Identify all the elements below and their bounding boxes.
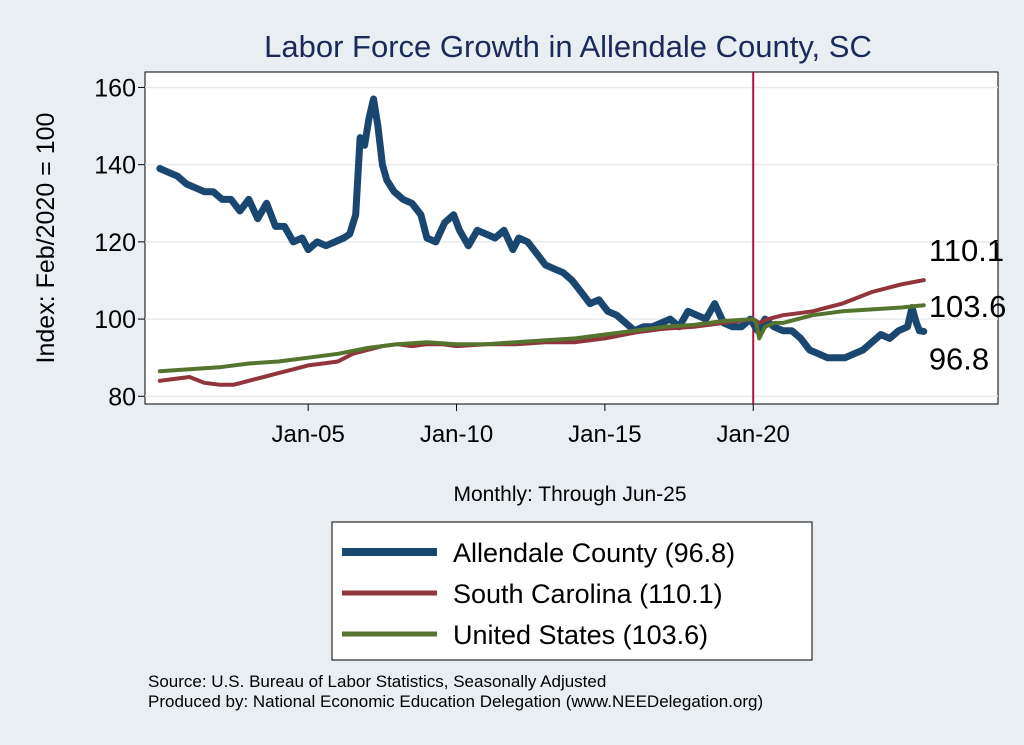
series-line-1 — [156, 95, 928, 362]
chart-title: Labor Force Growth in Allendale County, … — [264, 29, 872, 64]
y-tick-label: 80 — [108, 383, 136, 411]
source-note: Source: U.S. Bureau of Labor Statistics,… — [148, 672, 763, 712]
legend-label-2: South Carolina (110.1) — [453, 579, 723, 609]
end-labels: 96.8 110.1 103.6 — [929, 233, 1007, 376]
x-tick-label: Jan-05 — [271, 421, 344, 448]
y-tick-label: 160 — [94, 74, 136, 102]
plot-area — [144, 71, 999, 405]
x-axis-label: Monthly: Through Jun-25 — [453, 483, 686, 506]
end-label-1: 96.8 — [929, 341, 989, 376]
x-tick-label: Jan-20 — [717, 421, 790, 448]
legend: Allendale County (96.8) South Carolina (1… — [342, 538, 735, 650]
legend-label-3: United States (103.6) — [453, 620, 708, 650]
axes: 80 100 120 140 160 Jan-05 Jan-10 Jan-15 Jan-20 — [94, 74, 790, 448]
series-line-3 — [157, 303, 926, 374]
x-tick-label: Jan-10 — [420, 421, 493, 448]
source-line: Source: U.S. Bureau of Labor Statistics,… — [148, 672, 607, 691]
y-tick-label: 120 — [94, 229, 136, 257]
y-tick-label: 140 — [94, 152, 136, 180]
legend-label-1: Allendale County (96.8) — [453, 538, 735, 568]
series-group — [156, 95, 928, 387]
y-tick-label: 100 — [94, 306, 136, 334]
end-label-3: 103.6 — [929, 289, 1007, 324]
end-label-2: 110.1 — [929, 233, 1004, 268]
x-tick-label: Jan-15 — [568, 421, 641, 448]
producer-line: Produced by: National Economic Education… — [148, 692, 764, 711]
y-axis-label: Index: Feb/2020 = 100 — [32, 113, 60, 364]
grid — [145, 86, 998, 398]
